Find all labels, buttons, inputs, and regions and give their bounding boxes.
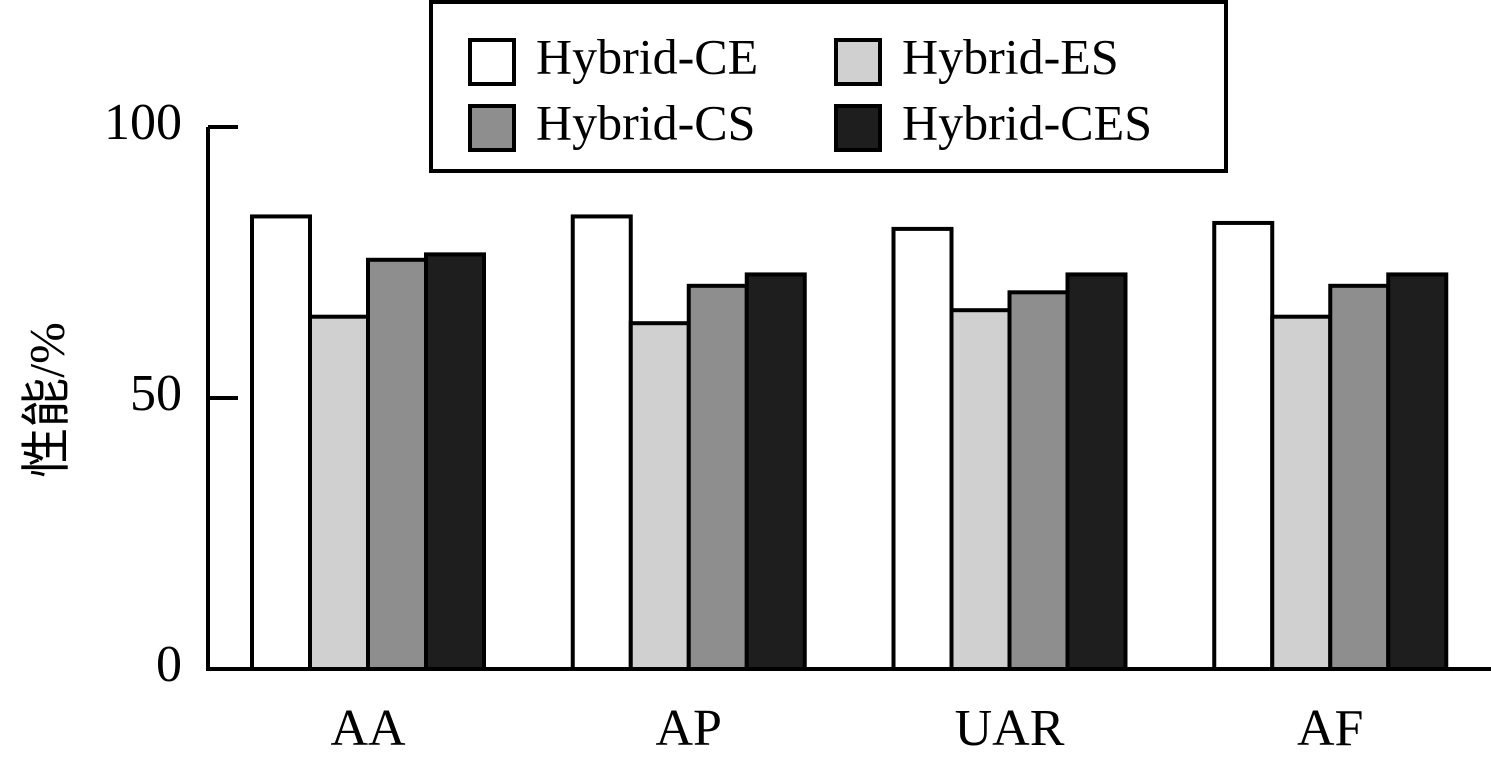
axes: [206, 127, 1491, 671]
bars: [250, 214, 1449, 672]
bar-hybrid-cs-ap: [686, 283, 749, 671]
bar-hybrid-cs-uar: [1007, 290, 1070, 671]
legend-label: Hybrid-CE: [536, 28, 758, 84]
bar-hybrid-es-aa: [308, 314, 370, 671]
legend-swatch: [468, 38, 516, 86]
bar-hybrid-ce-ap: [570, 214, 633, 671]
legend: Hybrid-CE Hybrid-ES Hybrid-CS Hybrid-CES: [429, 0, 1228, 173]
bar-hybrid-cs-af: [1328, 283, 1391, 671]
bar-hybrid-ces-aa: [424, 252, 486, 671]
legend-swatch: [834, 104, 882, 152]
legend-label: Hybrid-CES: [902, 94, 1152, 150]
legend-swatch: [834, 38, 882, 86]
bar-hybrid-ces-af: [1386, 272, 1449, 671]
x-category-label: UAR: [955, 700, 1065, 757]
y-axis-label-group: 性能/%: [18, 322, 74, 478]
bar-hybrid-ces-uar: [1065, 272, 1128, 671]
x-category-label: AF: [1297, 700, 1363, 757]
x-category-label: AP: [656, 700, 722, 757]
legend-box: [429, 0, 1228, 173]
y-tick-label: 100: [104, 94, 182, 151]
y-ticks: 0 50 100: [104, 94, 238, 693]
legend-swatch: [468, 104, 516, 152]
bar-hybrid-ces-ap: [744, 272, 807, 671]
y-tick-label: 50: [130, 365, 182, 422]
bar-hybrid-cs-aa: [366, 257, 428, 671]
bar-hybrid-ce-aa: [250, 214, 312, 671]
bar-hybrid-es-uar: [949, 308, 1012, 671]
bar-hybrid-ce-uar: [891, 226, 954, 671]
bar-hybrid-ce-af: [1212, 220, 1275, 672]
bar-hybrid-es-af: [1270, 314, 1333, 671]
bar-hybrid-es-ap: [628, 321, 691, 671]
x-category-label: AA: [330, 700, 406, 757]
legend-label: Hybrid-ES: [902, 28, 1119, 84]
category-labels: AA AP UAR AF: [330, 700, 1363, 757]
legend-label: Hybrid-CS: [536, 94, 755, 150]
y-tick-label: 0: [156, 636, 182, 693]
y-axis-label: 性能/%: [18, 322, 74, 478]
